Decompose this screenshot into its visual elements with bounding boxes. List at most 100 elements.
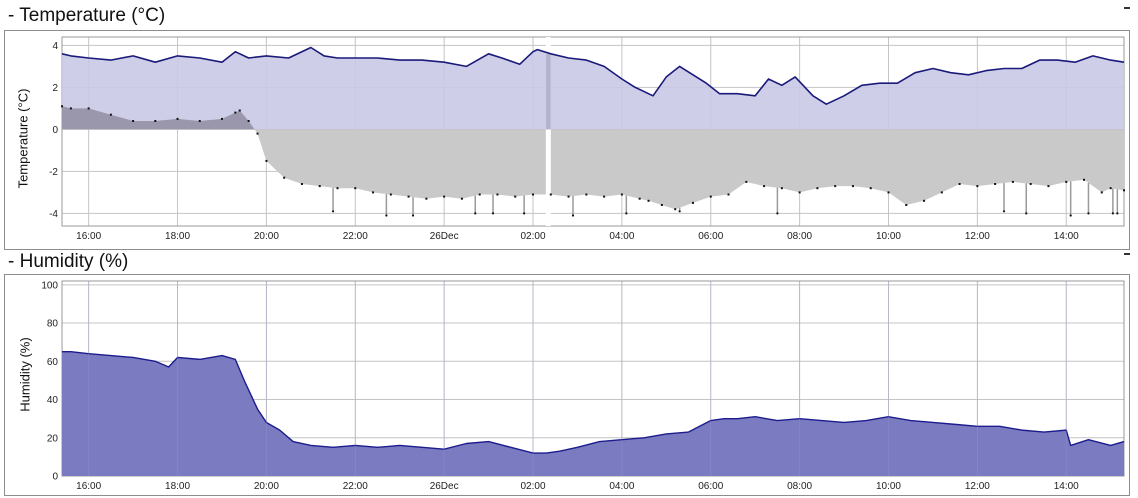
temperature-x-tick-label: 10:00 — [876, 231, 901, 242]
dew-point-point — [496, 193, 499, 196]
dew-point-point — [660, 204, 663, 206]
temperature-x-tick-label: 20:00 — [254, 231, 279, 242]
dew-point-point — [1047, 185, 1050, 188]
humidity-y-tick-label: 80 — [47, 319, 59, 330]
dew-point-point — [923, 199, 926, 202]
dew-point-point — [220, 117, 223, 120]
dew-point-drop-point — [1111, 212, 1114, 215]
dew-point-point — [1109, 187, 1112, 190]
dew-point-point — [620, 193, 623, 196]
dew-point-point — [87, 107, 90, 110]
humidity-chart: Humidity (%) 100 80 60 40 20 0 16:00 18:00 20:00… — [4, 274, 1130, 496]
dew-point-point — [745, 180, 748, 183]
dew-point-point — [1065, 180, 1068, 183]
dew-point-point — [407, 195, 410, 198]
dew-point-point — [869, 187, 872, 190]
temperature-panel-edge-marker — [1124, 7, 1130, 9]
dew-point-point — [372, 191, 375, 194]
humidity-chart-svg: 100 80 60 40 20 0 16:00 18:00 20:00 22:00 26Dec 02:… — [41, 280, 1125, 492]
humidity-x-tick-label: 22:00 — [343, 481, 368, 492]
dew-point-point — [940, 191, 943, 194]
temperature-y-tick-label: -4 — [49, 209, 58, 220]
dew-point-point — [514, 195, 517, 198]
temperature-x-tick-label: 14:00 — [1054, 231, 1079, 242]
humidity-x-tick-label: 04:00 — [609, 481, 634, 492]
dew-point-point — [727, 193, 730, 196]
dew-point-drop-point — [1069, 214, 1072, 217]
humidity-x-tick-label: 06:00 — [698, 481, 723, 492]
dew-point-point — [283, 176, 286, 179]
humidity-x-tick-label: 02:00 — [520, 481, 545, 492]
dew-point-point — [336, 187, 339, 190]
humidity-x-tick-label: 10:00 — [876, 481, 901, 492]
dew-point-drop-point — [1002, 210, 1006, 213]
dew-point-point — [691, 201, 694, 204]
dew-point-point — [834, 185, 837, 188]
temperature-x-tick-label: 08:00 — [787, 231, 812, 242]
dew-point-point — [389, 193, 392, 196]
dew-point-point — [905, 204, 908, 206]
humidity-x-tick-label: 12:00 — [965, 481, 990, 492]
dew-point-drop-point — [625, 212, 628, 215]
dew-point-point — [958, 183, 961, 185]
humidity-x-tick-label: 14:00 — [1054, 481, 1079, 492]
temperature-x-tick-label: 22:00 — [343, 231, 368, 242]
dew-point-point — [798, 191, 801, 194]
dew-point-drop-point — [776, 212, 779, 215]
humidity-line — [62, 351, 1125, 454]
temperature-area — [62, 47, 1124, 130]
dew-point-point — [603, 195, 606, 198]
data-gap-band — [545, 37, 551, 226]
dew-point-point — [460, 197, 463, 200]
dew-point-point — [318, 185, 321, 188]
dew-point-point — [300, 183, 303, 185]
dew-point-point — [674, 208, 677, 211]
dew-point-point — [443, 195, 446, 198]
dew-point-point — [763, 185, 766, 188]
dew-point-drop-point — [571, 214, 575, 217]
temperature-y-tick-label: 2 — [52, 83, 58, 94]
dew-point-point — [532, 193, 535, 196]
dew-point-point — [976, 185, 979, 188]
humidity-y-tick-label: 40 — [47, 395, 59, 406]
temperature-x-tick-label: 04:00 — [609, 231, 634, 242]
dew-point-point — [354, 187, 357, 190]
dew-point-point — [994, 183, 997, 185]
dew-point-point — [198, 120, 201, 122]
dew-point-point — [585, 193, 588, 196]
temperature-y-tick-label: -2 — [49, 167, 58, 178]
dew-point-point — [1123, 189, 1125, 192]
temperature-x-tick-label: 12:00 — [965, 231, 990, 242]
temperature-y-tick-label: 4 — [52, 41, 58, 52]
dew-point-point — [154, 120, 157, 122]
dew-point-point — [851, 185, 854, 188]
dew-point-point — [265, 159, 268, 162]
dew-point-point — [132, 120, 135, 122]
temperature-panel-header[interactable]: - Temperature (°C) — [8, 5, 166, 26]
humidity-y-tick-label: 0 — [52, 472, 58, 483]
humidity-x-tick-label: 20:00 — [254, 481, 279, 492]
dew-point-drop-point — [1025, 212, 1028, 215]
dew-point-point — [1029, 183, 1032, 185]
dew-point-point — [1011, 180, 1014, 183]
temperature-x-tick-label: 06:00 — [698, 231, 723, 242]
humidity-panel-header[interactable]: - Humidity (%) — [8, 251, 129, 272]
dew-point-point — [1100, 191, 1103, 194]
dew-point-point — [1083, 178, 1086, 181]
humidity-x-tick-label: 18:00 — [165, 481, 190, 492]
temperature-x-tick-label: 16:00 — [76, 231, 101, 242]
dew-point-area-negative — [254, 129, 1124, 210]
dew-point-point — [61, 105, 63, 108]
temperature-chart: Temperature (°C) 4 2 0 -2 -4 16:00 18:00 20:00 2… — [4, 30, 1130, 250]
dew-point-drop-point — [385, 214, 388, 217]
dew-point-point — [709, 195, 712, 198]
humidity-x-tick-label: 08:00 — [787, 481, 812, 492]
dew-point-point — [247, 120, 250, 122]
humidity-y-tick-label: 20 — [47, 433, 59, 444]
dew-point-point — [647, 199, 650, 202]
humidity-area — [62, 351, 1124, 476]
humidity-y-tick-label: 100 — [41, 280, 58, 291]
humidity-panel-edge-marker — [1124, 253, 1130, 255]
dew-point-drop-point — [491, 212, 495, 215]
dew-point-point — [69, 107, 72, 110]
